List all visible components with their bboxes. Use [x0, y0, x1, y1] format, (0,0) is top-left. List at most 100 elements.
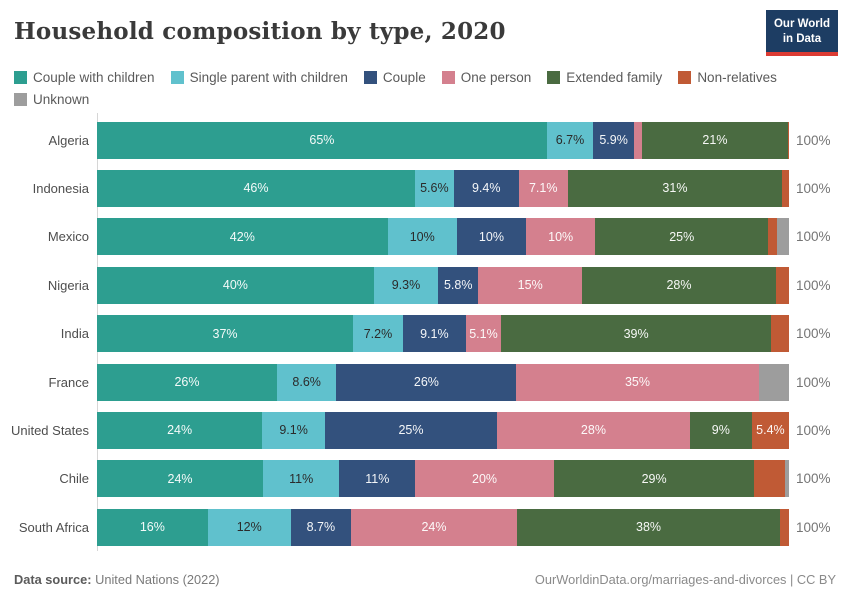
country-label: Algeria [48, 132, 89, 148]
segment-value-label: 12% [236, 520, 262, 535]
segment-couple: 25% [324, 411, 498, 449]
segment-extended-family: 25% [595, 218, 769, 256]
legend-swatch-couple [363, 70, 377, 84]
segment-value-label: 24% [167, 423, 193, 438]
legend-label: Couple [382, 69, 426, 85]
segment-couple-with-children: 42% [97, 218, 388, 256]
segment-couple-with-children: 24% [97, 411, 263, 449]
segment-couple: 5.8% [438, 266, 479, 304]
legend-label: One person [460, 69, 532, 85]
data-source-note: Data source: United Nations (2022) [14, 572, 220, 587]
legend-swatch-one-person [441, 70, 455, 84]
segment-value-label: 25% [398, 423, 424, 438]
segment-value-label: 5.4% [756, 423, 785, 438]
stacked-bar: 37% 7.2% 9.1% 5.1% 39% [97, 315, 789, 353]
total-label: 100% [796, 422, 831, 438]
bar-row-nigeria: Nigeria 40% 9.3% 5.8% 15% 28% 100% [0, 261, 850, 309]
segment-non-relatives [771, 315, 789, 353]
segment-non-relatives: 5.4% [751, 411, 789, 449]
segment-non-relatives [780, 508, 789, 546]
segment-value-label: 10% [409, 229, 435, 244]
total-label: 100% [796, 277, 831, 293]
segment-extended-family: 9% [689, 411, 752, 449]
legend-item-single-parent-with-children: Single parent with children [170, 69, 348, 85]
segment-single-parent-with-children: 9.3% [373, 266, 439, 304]
legend-item-unknown: Unknown [14, 92, 89, 107]
chart-legend: Couple with children Single parent with c… [0, 56, 850, 107]
legend-label: Single parent with children [189, 69, 348, 85]
country-label: Indonesia [32, 180, 89, 196]
segment-extended-family: 38% [517, 508, 780, 546]
segment-value-label: 46% [243, 181, 269, 196]
chart-title: Household composition by type, 2020 [14, 18, 506, 45]
segment-single-parent-with-children: 6.7% [546, 121, 594, 159]
segment-non-relatives [787, 121, 789, 159]
segment-value-label: 5.1% [469, 326, 498, 341]
country-label: United States [10, 422, 89, 438]
chart-footer: Data source: United Nations (2022) OurWo… [14, 572, 836, 587]
segment-value-label: 11% [289, 471, 314, 486]
segment-value-label: 28% [580, 423, 606, 438]
segment-non-relatives [782, 169, 789, 207]
segment-value-label: 9.1% [420, 326, 449, 341]
segment-value-label: 9.3% [391, 278, 421, 293]
segment-couple: 5.9% [593, 121, 634, 159]
total-label: 100% [796, 374, 831, 390]
segment-value-label: 25% [669, 229, 695, 244]
segment-value-label: 40% [222, 278, 248, 293]
bar-row-mexico: Mexico 42% 10% 10% 10% 25% 100% [0, 213, 850, 261]
legend-swatch-extended-family [547, 70, 561, 84]
total-label: 100% [796, 519, 831, 535]
segment-value-label: 31% [662, 181, 688, 196]
bar-rows: Algeria 65% 6.7% 5.9% 21% 100% Indonesia 46% 5.6… [0, 116, 850, 552]
segment-couple: 8.7% [290, 508, 351, 546]
segment-one-person: 28% [497, 411, 690, 449]
segment-one-person: 35% [516, 363, 759, 401]
segment-extended-family: 29% [553, 460, 755, 498]
owid-url-link[interactable]: OurWorldinData.org/marriages-and-divorce… [534, 572, 836, 587]
segment-value-label: 65% [309, 133, 335, 148]
segment-single-parent-with-children: 11% [263, 460, 340, 498]
chart-header: Household composition by type, 2020 Our … [0, 0, 850, 56]
legend-swatch-single-parent-with-children [170, 70, 184, 84]
stacked-bar: 42% 10% 10% 10% 25% [97, 218, 790, 256]
segment-couple: 10% [456, 218, 527, 256]
segment-extended-family: 31% [567, 169, 783, 207]
total-label: 100% [796, 132, 831, 148]
legend-swatch-unknown [14, 92, 27, 106]
total-label: 100% [796, 471, 831, 487]
segment-one-person: 7.1% [518, 169, 568, 207]
segment-couple-with-children: 26% [97, 363, 277, 401]
segment-one-person: 5.1% [465, 315, 502, 353]
country-label: South Africa [18, 519, 89, 535]
bar-row-india: India 37% 7.2% 9.1% 5.1% 39% 100% [0, 309, 850, 357]
segment-value-label: 8.6% [292, 375, 321, 390]
segment-value-label: 11% [365, 471, 390, 486]
segment-value-label: 9% [711, 423, 730, 438]
segment-couple-with-children: 65% [97, 121, 547, 159]
segment-value-label: 8.7% [306, 520, 336, 535]
segment-value-label: 7.2% [363, 326, 393, 341]
data-source-text: United Nations (2022) [91, 572, 220, 587]
segment-value-label: 26% [413, 375, 439, 390]
segment-value-label: 35% [624, 375, 650, 390]
segment-single-parent-with-children: 12% [207, 508, 291, 546]
segment-couple-with-children: 16% [97, 508, 208, 546]
segment-single-parent-with-children: 5.6% [415, 169, 454, 207]
segment-single-parent-with-children: 10% [387, 218, 457, 256]
owid-logo[interactable]: Our World in Data [765, 10, 838, 56]
segment-couple-with-children: 24% [97, 460, 264, 498]
segment-couple: 9.4% [453, 169, 519, 207]
segment-non-relatives [754, 460, 785, 498]
segment-value-label: 37% [212, 326, 238, 341]
segment-value-label: 6.7% [555, 133, 585, 148]
segment-value-label: 20% [472, 471, 498, 486]
country-label: Chile [59, 471, 89, 487]
legend-label: Extended family [566, 69, 663, 85]
bar-row-united-states: United States 24% 9.1% 25% 28% 9% 5.4% 100% [0, 406, 850, 454]
segment-couple: 9.1% [402, 315, 466, 353]
bar-row-france: France 26% 8.6% 26% 35% 100% [0, 358, 850, 406]
segment-value-label: 5.9% [599, 133, 628, 148]
legend-label: Couple with children [33, 69, 155, 85]
segment-couple-with-children: 40% [97, 266, 374, 304]
